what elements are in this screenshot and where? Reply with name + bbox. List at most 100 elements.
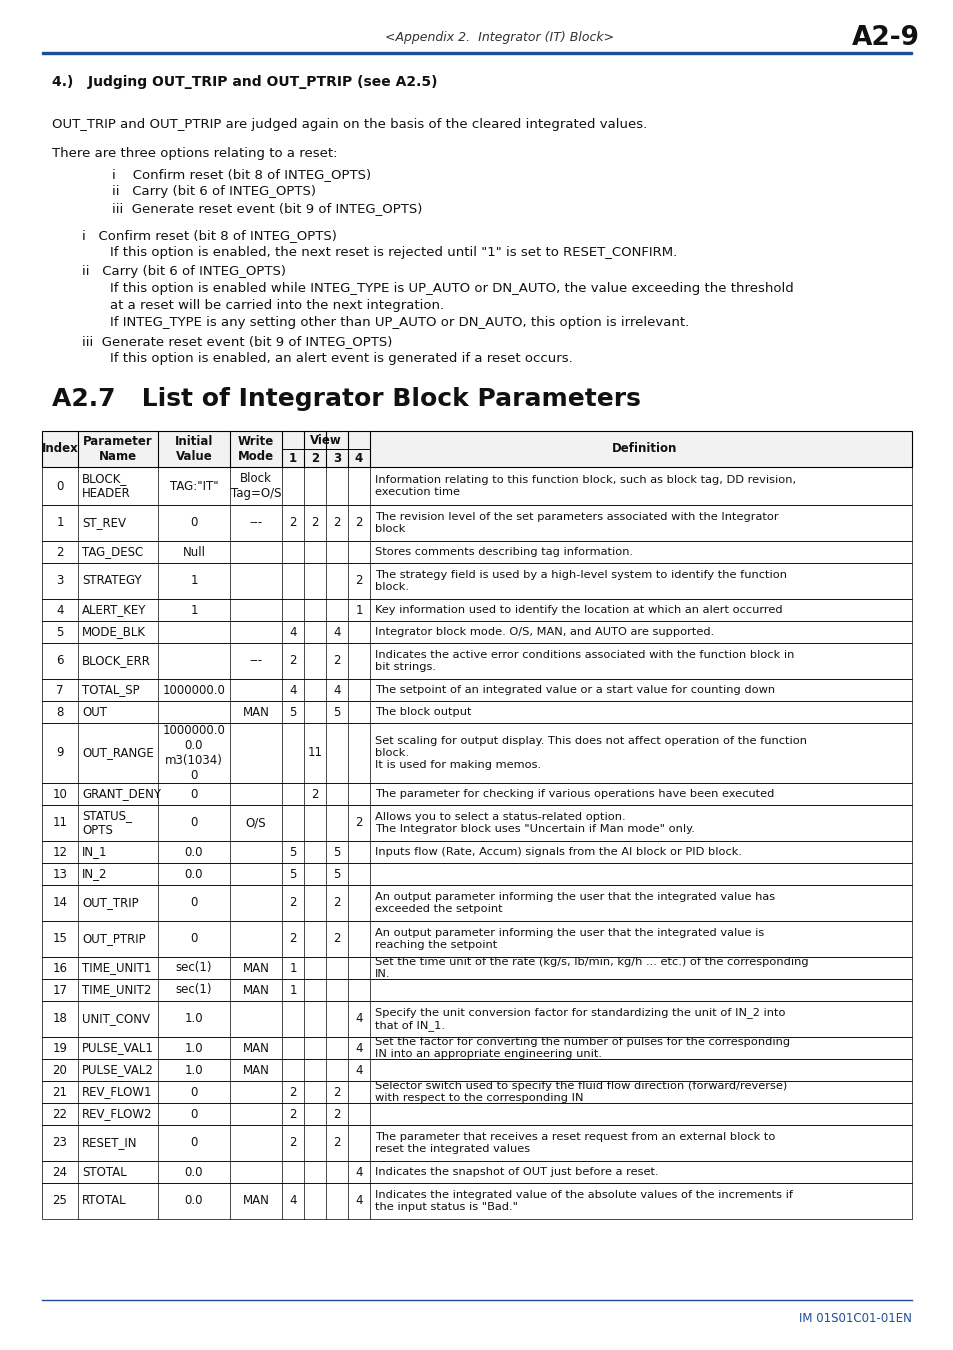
Text: BLOCK_ERR: BLOCK_ERR (82, 655, 151, 667)
Bar (42, 1058, 911, 1081)
Text: A2-9: A2-9 (851, 26, 919, 51)
Text: Information relating to this function block, such as block tag, DD revision,
exe: Information relating to this function bl… (375, 475, 796, 497)
Text: Indicates the active error conditions associated with the function block in
bit : Indicates the active error conditions as… (375, 651, 794, 672)
Text: 13: 13 (52, 868, 68, 880)
Text: Inputs flow (Rate, Accum) signals from the AI block or PID block.: Inputs flow (Rate, Accum) signals from t… (375, 846, 741, 857)
Text: 5: 5 (289, 706, 296, 718)
Text: Stores comments describing tag information.: Stores comments describing tag informati… (375, 547, 633, 558)
Text: sec(1): sec(1) (175, 984, 212, 996)
Text: View: View (310, 433, 341, 447)
Text: 0: 0 (190, 787, 197, 801)
Text: 0: 0 (190, 1085, 197, 1099)
Text: 1000000.0: 1000000.0 (162, 683, 225, 697)
Text: Set scaling for output display. This does not affect operation of the function
b: Set scaling for output display. This doe… (375, 736, 806, 769)
Text: 2: 2 (289, 1107, 296, 1120)
Bar (42, 431, 911, 467)
Text: 20: 20 (52, 1064, 68, 1076)
Text: 2: 2 (289, 1085, 296, 1099)
Text: 18: 18 (52, 1012, 68, 1026)
Text: RESET_IN: RESET_IN (82, 1137, 137, 1149)
Text: ---: --- (249, 655, 262, 667)
Text: MAN: MAN (242, 1195, 269, 1207)
Text: PULSE_VAL2: PULSE_VAL2 (82, 1064, 153, 1076)
Text: MAN: MAN (242, 1064, 269, 1076)
Text: IN_1: IN_1 (82, 845, 108, 859)
Text: MODE_BLK: MODE_BLK (82, 625, 146, 639)
Text: 2: 2 (289, 1137, 296, 1149)
Text: 11: 11 (307, 747, 322, 760)
Text: 0: 0 (190, 1137, 197, 1149)
Bar (42, 431, 911, 467)
Text: 12: 12 (52, 845, 68, 859)
Text: 1.0: 1.0 (185, 1012, 203, 1026)
Text: 16: 16 (52, 961, 68, 975)
Text: 15: 15 (52, 933, 68, 945)
Bar (42, 563, 911, 599)
Text: Definition: Definition (612, 443, 677, 455)
Text: 19: 19 (52, 1041, 68, 1054)
Text: 4: 4 (289, 683, 296, 697)
Text: If this option is enabled while INTEG_TYPE is UP_AUTO or DN_AUTO, the value exce: If this option is enabled while INTEG_TY… (110, 282, 793, 296)
Bar (42, 1183, 911, 1219)
Text: Indicates the integrated value of the absolute values of the increments if
the i: Indicates the integrated value of the ab… (375, 1191, 792, 1212)
Text: 2: 2 (333, 517, 340, 529)
Text: ii   Carry (bit 6 of INTEG_OPTS): ii Carry (bit 6 of INTEG_OPTS) (82, 265, 286, 278)
Text: 2: 2 (56, 545, 64, 559)
Text: 0.0: 0.0 (185, 1195, 203, 1207)
Text: IN_2: IN_2 (82, 868, 108, 880)
Text: 0: 0 (190, 817, 197, 829)
Text: 0: 0 (190, 933, 197, 945)
Bar (42, 599, 911, 621)
Text: <Appendix 2.  Integrator (IT) Block>: <Appendix 2. Integrator (IT) Block> (385, 31, 614, 45)
Bar (42, 886, 911, 921)
Text: STRATEGY: STRATEGY (82, 575, 141, 587)
Text: 2: 2 (333, 1137, 340, 1149)
Text: O/S: O/S (246, 817, 266, 829)
Text: Set the factor for converting the number of pulses for the corresponding
IN into: Set the factor for converting the number… (375, 1037, 789, 1058)
Text: 4.)   Judging OUT_TRIP and OUT_PTRIP (see A2.5): 4.) Judging OUT_TRIP and OUT_PTRIP (see … (52, 76, 437, 89)
Text: MAN: MAN (242, 706, 269, 718)
Text: Selector switch used to specify the fluid flow direction (forward/reverse)
with : Selector switch used to specify the flui… (375, 1081, 786, 1103)
Text: ST_REV: ST_REV (82, 517, 126, 529)
Bar (42, 643, 911, 679)
Text: The block output: The block output (375, 707, 471, 717)
Bar (42, 467, 911, 505)
Text: Allows you to select a status-related option.
The Integrator block uses "Uncerta: Allows you to select a status-related op… (375, 813, 694, 834)
Text: OUT_RANGE: OUT_RANGE (82, 747, 153, 760)
Text: 4: 4 (355, 1064, 362, 1076)
Text: 4: 4 (56, 603, 64, 617)
Text: 4: 4 (355, 1195, 362, 1207)
Text: 2: 2 (311, 451, 318, 464)
Bar (42, 979, 911, 1000)
Text: i   Confirm reset (bit 8 of INTEG_OPTS): i Confirm reset (bit 8 of INTEG_OPTS) (82, 230, 336, 242)
Text: 2: 2 (333, 655, 340, 667)
Text: ALERT_KEY: ALERT_KEY (82, 603, 146, 617)
Text: 4: 4 (289, 625, 296, 639)
Text: STOTAL: STOTAL (82, 1165, 127, 1179)
Text: The parameter that receives a reset request from an external block to
reset the : The parameter that receives a reset requ… (375, 1133, 775, 1154)
Text: If this option is enabled, the next reset is rejected until "1" is set to RESET_: If this option is enabled, the next rese… (110, 246, 677, 259)
Text: IM 01S01C01-01EN: IM 01S01C01-01EN (799, 1311, 911, 1324)
Text: Parameter
Name: Parameter Name (83, 435, 152, 463)
Text: OUT: OUT (82, 706, 107, 718)
Text: OUT_PTRIP: OUT_PTRIP (82, 933, 146, 945)
Text: Write
Mode: Write Mode (237, 435, 274, 463)
Text: 1: 1 (289, 961, 296, 975)
Bar (42, 1081, 911, 1103)
Text: 2: 2 (289, 896, 296, 910)
Text: 24: 24 (52, 1165, 68, 1179)
Text: Null: Null (182, 545, 205, 559)
Text: 0: 0 (190, 517, 197, 529)
Text: 8: 8 (56, 706, 64, 718)
Text: 5: 5 (289, 845, 296, 859)
Text: 2: 2 (355, 575, 362, 587)
Text: 1.0: 1.0 (185, 1064, 203, 1076)
Text: 2: 2 (289, 933, 296, 945)
Text: 1: 1 (289, 451, 296, 464)
Text: 25: 25 (52, 1195, 68, 1207)
Text: 4: 4 (355, 451, 363, 464)
Text: ii   Carry (bit 6 of INTEG_OPTS): ii Carry (bit 6 of INTEG_OPTS) (112, 185, 315, 198)
Text: 5: 5 (333, 845, 340, 859)
Text: 0.0: 0.0 (185, 845, 203, 859)
Bar (42, 679, 911, 701)
